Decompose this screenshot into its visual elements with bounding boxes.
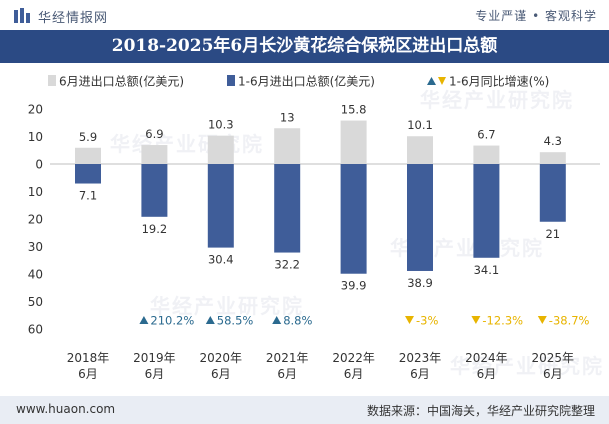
data-label-ytd: 30.4 [208, 253, 234, 267]
data-label-monthly: 10.1 [407, 118, 433, 132]
legend-swatch-ytd [227, 75, 235, 86]
data-label-ytd: 21 [545, 227, 560, 241]
growth-label: -38.7% [549, 314, 590, 328]
bar-ytd [340, 164, 367, 274]
x-tick-label-month: 6月 [477, 367, 497, 381]
data-label-monthly: 6.9 [145, 127, 163, 141]
x-tick-label-month: 6月 [78, 367, 98, 381]
brand-name: 华经情报网 [38, 11, 109, 26]
top-bar [0, 0, 609, 30]
growth-up-arrow-icon [139, 316, 149, 324]
header-slogan: 专业严谨 • 客观科学 [475, 9, 597, 23]
data-label-ytd: 38.9 [407, 276, 433, 290]
data-label-monthly: 5.9 [79, 130, 97, 144]
x-tick-label-year: 2021年 [266, 351, 309, 365]
x-tick-label-year: 2022年 [332, 351, 375, 365]
bar-ytd [407, 164, 433, 271]
bar-ytd [75, 164, 101, 184]
chart-plot: 6月进出口总额(亿美元) 1-6月进出口总额(亿美元) 1-6月同比增速(%)201… [28, 74, 600, 381]
y-tick-label: 20 [28, 213, 43, 227]
x-tick-label-year: 2019年 [133, 351, 176, 365]
bar-monthly [207, 135, 234, 164]
growth-down-arrow-icon [405, 316, 414, 324]
data-label-ytd: 34.1 [474, 263, 500, 277]
x-tick-label-month: 6月 [145, 367, 165, 381]
footer-website: www.huaon.com [16, 402, 116, 416]
bar-monthly [473, 145, 500, 164]
growth-label: -3% [416, 314, 438, 328]
legend-swatch-monthly [48, 75, 56, 86]
y-tick-label: 20 [28, 103, 43, 117]
data-label-ytd: 32.2 [274, 258, 300, 272]
chart-title: 2018-2025年6月长沙黄花综合保税区进出口总额 [111, 36, 498, 56]
x-tick-label-month: 6月 [211, 367, 231, 381]
bar-ytd [473, 164, 500, 258]
data-label-monthly: 10.3 [208, 118, 234, 132]
bar-ytd [539, 164, 566, 222]
growth-down-arrow-icon [537, 316, 547, 324]
watermark: 华经产业研究院 [150, 294, 304, 318]
y-tick-label: 10 [28, 185, 43, 199]
growth-up-arrow-icon [205, 316, 215, 324]
growth-label: 8.8% [283, 314, 312, 328]
bar-monthly [407, 136, 433, 164]
x-tick-label-year: 2023年 [399, 351, 442, 365]
data-label-monthly: 15.8 [341, 103, 367, 117]
growth-label: 58.5% [217, 314, 254, 328]
legend-label-ytd: 1-6月进出口总额(亿美元) [238, 74, 375, 89]
bar-monthly [274, 128, 301, 164]
x-tick-label-month: 6月 [277, 367, 297, 381]
x-tick-label-year: 2024年 [465, 351, 508, 365]
legend-triangle-down-icon [438, 77, 446, 85]
watermark: 华经产业研究院 [110, 132, 264, 156]
bar-ytd [207, 164, 234, 248]
x-tick-label-month: 6月 [543, 367, 563, 381]
bar-monthly [539, 152, 566, 164]
bar-monthly [75, 147, 101, 164]
growth-down-arrow-icon [471, 316, 481, 324]
y-tick-label: 50 [28, 295, 43, 309]
data-label-monthly: 4.3 [544, 134, 562, 148]
bar-monthly [141, 145, 168, 164]
legend-triangle-up-icon [427, 77, 436, 85]
data-label-ytd: 7.1 [79, 189, 97, 203]
x-tick-label-year: 2018年 [67, 351, 110, 365]
watermark: 华经产业研究院 [420, 88, 574, 112]
brand-logo-icon [14, 8, 30, 23]
legend-label-monthly: 6月进出口总额(亿美元) [59, 74, 184, 89]
growth-label: 210.2% [150, 314, 194, 328]
footer-bar [0, 396, 609, 424]
y-tick-label: 60 [28, 323, 43, 337]
data-label-monthly: 13 [280, 110, 295, 124]
data-label-monthly: 6.7 [477, 128, 495, 142]
y-tick-label: 10 [28, 130, 43, 144]
bar-ytd [274, 164, 301, 253]
footer-source: 数据来源：中国海关，华经产业研究院整理 [366, 404, 595, 418]
title-bar [0, 30, 609, 63]
data-label-ytd: 19.2 [142, 222, 168, 236]
y-tick-label: 40 [28, 268, 43, 282]
x-tick-label-month: 6月 [410, 367, 430, 381]
x-tick-label-year: 2025年 [532, 351, 575, 365]
bar-ytd [141, 164, 168, 217]
growth-up-arrow-icon [272, 316, 282, 324]
data-label-ytd: 39.9 [341, 279, 367, 293]
growth-label: -12.3% [482, 314, 523, 328]
bar-monthly [340, 120, 367, 164]
watermark: 华经产业研究院 [450, 354, 604, 378]
x-tick-label-year: 2020年 [200, 351, 243, 365]
y-tick-label: 0 [35, 158, 43, 172]
y-tick-label: 30 [28, 240, 43, 254]
legend-label-growth: 1-6月同比增速(%) [449, 75, 549, 89]
x-tick-label-month: 6月 [344, 367, 364, 381]
